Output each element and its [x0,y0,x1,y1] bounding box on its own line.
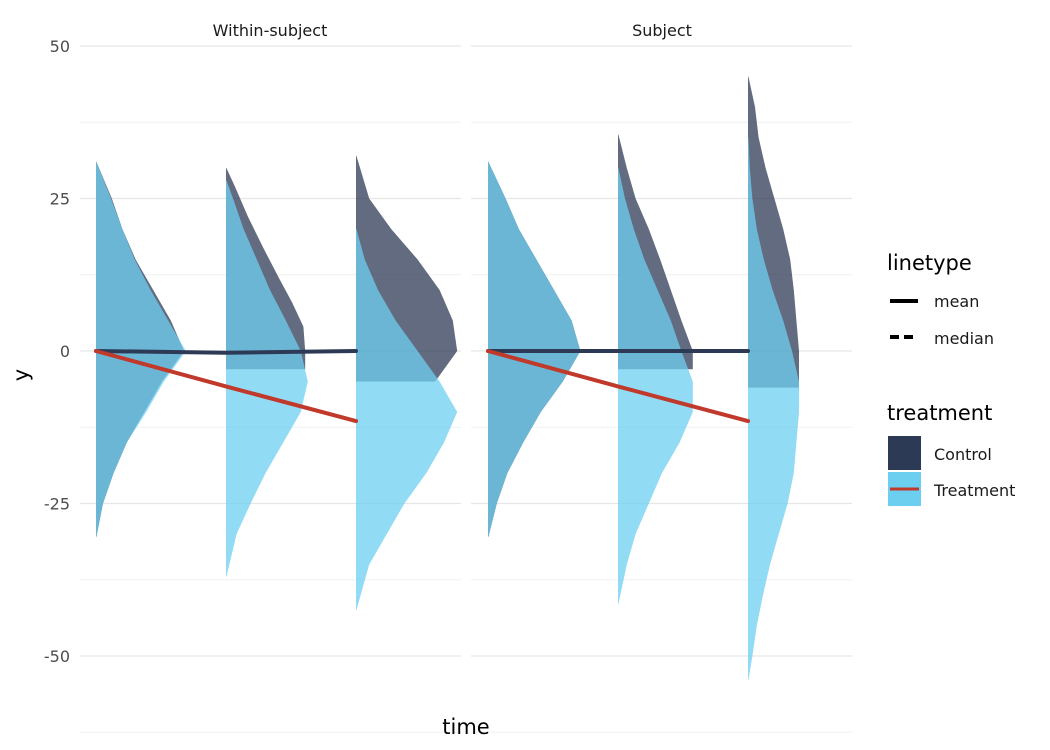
y-tick-label: -25 [44,495,70,514]
legend-treatment-title: treatment [887,401,992,425]
mean-line-control [94,349,358,355]
x-axis-title: time [442,715,489,739]
facet-strip-title: Subject [632,21,692,40]
mean-line-treatment [94,349,358,424]
facet-strip-layer: Within-subject Subject [213,21,692,40]
mean-line-layer [94,349,750,424]
violin-treatment-time-2 [618,168,693,605]
legend: linetype mean median treatment Control T… [887,251,1015,506]
y-tick-label: 50 [50,37,70,56]
y-axis-title: y [9,369,33,381]
y-tick-layer: 50 25 0 -25 -50 [44,37,70,666]
legend-treatment-control: Control [934,445,992,464]
mean-line-treatment [486,349,750,424]
legend-linetype-mean: mean [934,292,979,311]
legend-linetype-title: linetype [887,251,972,275]
facet-strip-title: Within-subject [213,21,328,40]
legend-linetype-median: median [934,329,994,348]
legend-treatment-treatment: Treatment [933,481,1015,500]
grid-layer [80,45,852,733]
y-tick-label: 25 [50,190,70,209]
y-tick-label: -50 [44,647,70,666]
y-tick-label: 0 [60,342,70,361]
violin-treatment-time-2 [226,180,308,577]
violin-treatment-time-3 [748,137,799,681]
violin-treatment-time-3 [356,229,458,611]
violin-treatment-time-1 [96,161,186,537]
